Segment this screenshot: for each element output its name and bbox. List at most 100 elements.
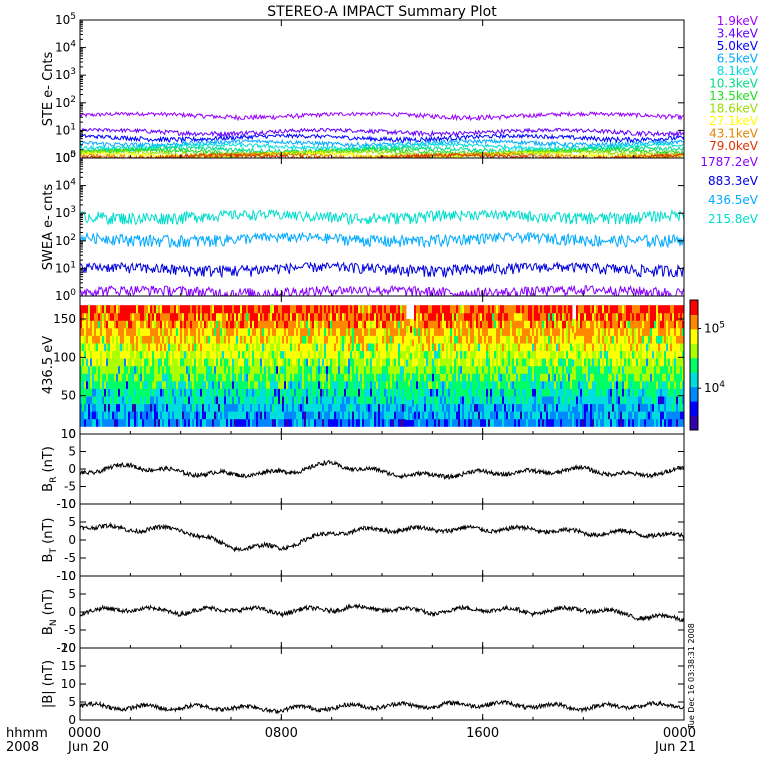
panel-1-legend-1: 883.3eV	[708, 174, 759, 188]
panel-5-ytick-label-3: 5	[68, 587, 76, 601]
panel-4-ylabel: BT (nT)	[41, 518, 59, 563]
colorbar-segment-5	[690, 343, 698, 359]
panel-1-series-1	[80, 261, 684, 279]
panel-4-ytick-label-3: 5	[68, 515, 76, 529]
panel-4-trace	[80, 521, 684, 553]
panel-2-ytick-label-0: 0	[68, 427, 76, 441]
panel-1-ytick-label-4: 104	[55, 178, 76, 193]
panel-1-ytick-label-0: 100	[55, 288, 76, 303]
colorbar-segment-4	[690, 357, 698, 373]
panel-6-ytick-label-3: 15	[61, 659, 76, 673]
colorbar-segment-1	[690, 401, 698, 417]
colorbar-segment-0	[690, 415, 698, 431]
panel-1-legend-2: 436.5eV	[708, 193, 759, 207]
panel-0-legend-10: 79.0keV	[709, 139, 759, 153]
panel-0-legend-4: 8.1keV	[717, 64, 759, 78]
panel-0-ytick-label-4: 104	[55, 40, 76, 55]
panel-1-ytick-label-2: 102	[55, 233, 76, 248]
panel-0-legend-8: 27.1keV	[709, 114, 759, 128]
colorbar-label-1: 105	[704, 321, 725, 336]
panel-6-trace	[80, 699, 684, 715]
panel-1-series-3	[80, 208, 684, 227]
panel-1-ylabel: SWEA e- cnts	[41, 184, 56, 271]
panel-3-ytick-label-0: -10	[56, 497, 76, 511]
panel-0-series-0	[80, 110, 684, 122]
panel-0-legend-3: 6.5keV	[717, 52, 759, 66]
panel-3-ytick-label-4: 10	[61, 427, 76, 441]
panel-3-ylabel: BR (nT)	[41, 446, 59, 492]
panel-6-ytick-label-0: 0	[68, 713, 76, 727]
panel-1-series-2	[80, 231, 684, 249]
panel-2-ytick-label-1: 50	[61, 389, 76, 403]
panel-0-ytick-label-1: 101	[55, 122, 76, 137]
panel-2-ytick-label-3: 150	[53, 312, 76, 326]
panel-0-legend-9: 43.1keV	[709, 127, 759, 141]
panel-0-legend-7: 18.6keV	[709, 102, 759, 116]
panel-0-box	[79, 19, 685, 159]
panel-4-ytick-label-1: -5	[64, 551, 76, 565]
generation-timestamp: Tue Dec 16 03:38:31 2008	[687, 623, 696, 730]
panel-4-frame	[79, 503, 685, 577]
panel-3-trace	[80, 459, 684, 481]
time-tick-label-0: 0000	[68, 726, 101, 741]
panel-0-series-1	[80, 127, 684, 139]
panel-0-legend-0: 1.9keV	[717, 14, 759, 28]
panel-4-ytick-label-2: 0	[68, 533, 76, 547]
time-axis-hhmm-label: hhmm	[6, 726, 48, 741]
panel-1-legend-0: 1787.2eV	[700, 155, 758, 169]
panel-6-ytick-label-1: 5	[68, 695, 76, 709]
panel-1-box	[79, 157, 685, 297]
panel-1-ytick-label-1: 101	[55, 260, 76, 275]
panel-5-ylabel: BN (nT)	[41, 589, 59, 635]
panel-3-ytick-label-1: -5	[64, 480, 76, 494]
panel-6-ytick-label-4: 20	[61, 641, 76, 655]
time-axis-year-label: 2008	[6, 740, 39, 755]
time-tick-label-3: 0000	[663, 726, 696, 741]
panel-0-series-6	[80, 146, 684, 158]
panel-0-legend-6: 13.5keV	[709, 89, 759, 103]
panel-0-frame	[79, 19, 685, 159]
panel-2-ylabel: 436.5 eV	[41, 336, 56, 394]
colorbar-frame	[689, 299, 699, 431]
colorbar-segment-8	[690, 300, 698, 315]
panel-0-ytick-label-2: 102	[55, 95, 76, 110]
panel-0-ytick-label-3: 103	[55, 67, 76, 82]
panel-1-legend-3: 215.8eV	[708, 212, 759, 226]
panel-6-ytick-label-2: 10	[61, 677, 76, 691]
panel-3-ytick-label-2: 0	[68, 462, 76, 476]
chart-title: STEREO-A IMPACT Summary Plot	[267, 4, 497, 20]
time-tick-date-3: Jun 21	[654, 740, 696, 755]
panel-5-trace	[80, 602, 684, 623]
panel-6-ylabel: |B| (nT)	[41, 660, 56, 708]
colorbar-segment-6	[690, 328, 698, 344]
time-tick-label-1: 0800	[265, 726, 298, 741]
colorbar-segment-7	[690, 314, 698, 330]
panel-5-ytick-label-4: 10	[61, 569, 76, 583]
panel-5-ytick-label-2: 0	[68, 605, 76, 619]
panel-0-legend-5: 10.3keV	[709, 77, 759, 91]
panel-0-ylabel: STE e- Cnts	[41, 51, 56, 126]
panel-4-ytick-label-0: -10	[56, 569, 76, 583]
panel-5-ytick-label-1: -5	[64, 623, 76, 637]
panel-4-box	[79, 503, 685, 577]
panel-0-legend-1: 3.4keV	[717, 27, 759, 41]
panel-0-ytick-label-0: 100	[55, 150, 76, 165]
time-tick-label-2: 1600	[466, 726, 499, 741]
panel-0-ytick-label-5: 105	[55, 12, 76, 27]
panel-2-colorbar: 104 105	[689, 299, 725, 431]
panel-0-legend-2: 5.0keV	[717, 39, 759, 53]
panel-0-series-2	[80, 133, 684, 144]
time-tick-date-0: Jun 20	[67, 740, 109, 755]
panel-3-ytick-label-3: 5	[68, 445, 76, 459]
panel-2-ytick-label-2: 100	[53, 350, 76, 364]
panel-1-series-0	[80, 284, 684, 296]
panel-1-frame	[79, 157, 685, 297]
colorbar-label-0: 104	[704, 380, 725, 395]
panel-5-ytick-label-0: -10	[56, 641, 76, 655]
panel-1-ytick-label-3: 103	[55, 205, 76, 220]
colorbar-segment-3	[690, 372, 698, 388]
colorbar-segment-2	[690, 386, 698, 402]
panel-1-ytick-label-5: 105	[55, 150, 76, 165]
